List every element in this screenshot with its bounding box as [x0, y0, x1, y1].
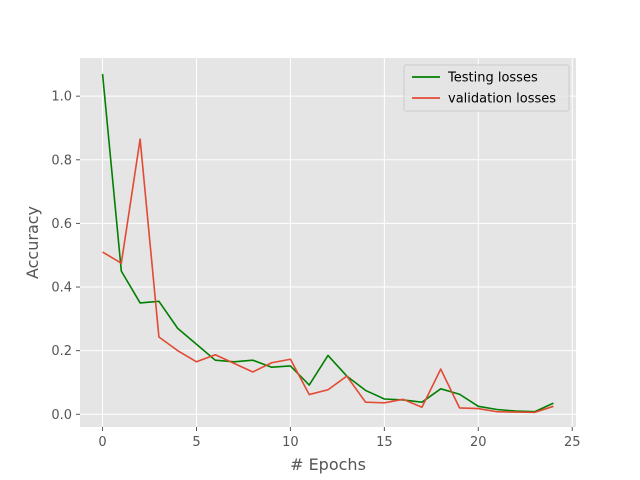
x-tick-label: 0 [98, 435, 106, 450]
legend-label: Testing losses [447, 71, 538, 86]
y-tick-label: 0.0 [51, 408, 72, 423]
axis-ticks: 0 5 10 15 20 25 0.0 0.2 0.4 0.6 0.8 1.0 [51, 90, 580, 450]
legend-box [403, 64, 570, 112]
y-tick-label: 0.8 [51, 153, 72, 168]
x-axis-label: # Epochs [290, 455, 366, 474]
y-tick-label: 0.2 [51, 344, 72, 359]
y-tick-label: 1.0 [51, 90, 72, 105]
y-tick-label: 0.4 [51, 281, 72, 296]
y-tick-label: 0.6 [51, 217, 72, 232]
grid-lines [80, 58, 576, 427]
plot-background [80, 58, 576, 427]
series-lines [101, 73, 554, 414]
x-tick-label: 10 [282, 435, 299, 450]
x-tick-label: 25 [564, 435, 581, 450]
series-line-2 [102, 138, 554, 414]
legend: Testing losses validation losses [403, 64, 570, 112]
legend-label: validation losses [448, 92, 556, 107]
x-tick-label: 15 [376, 435, 393, 450]
x-tick-label: 5 [192, 435, 200, 450]
series-line-1 [101, 73, 554, 413]
x-tick-label: 20 [470, 435, 487, 450]
y-axis-label: Accuracy [23, 206, 42, 279]
